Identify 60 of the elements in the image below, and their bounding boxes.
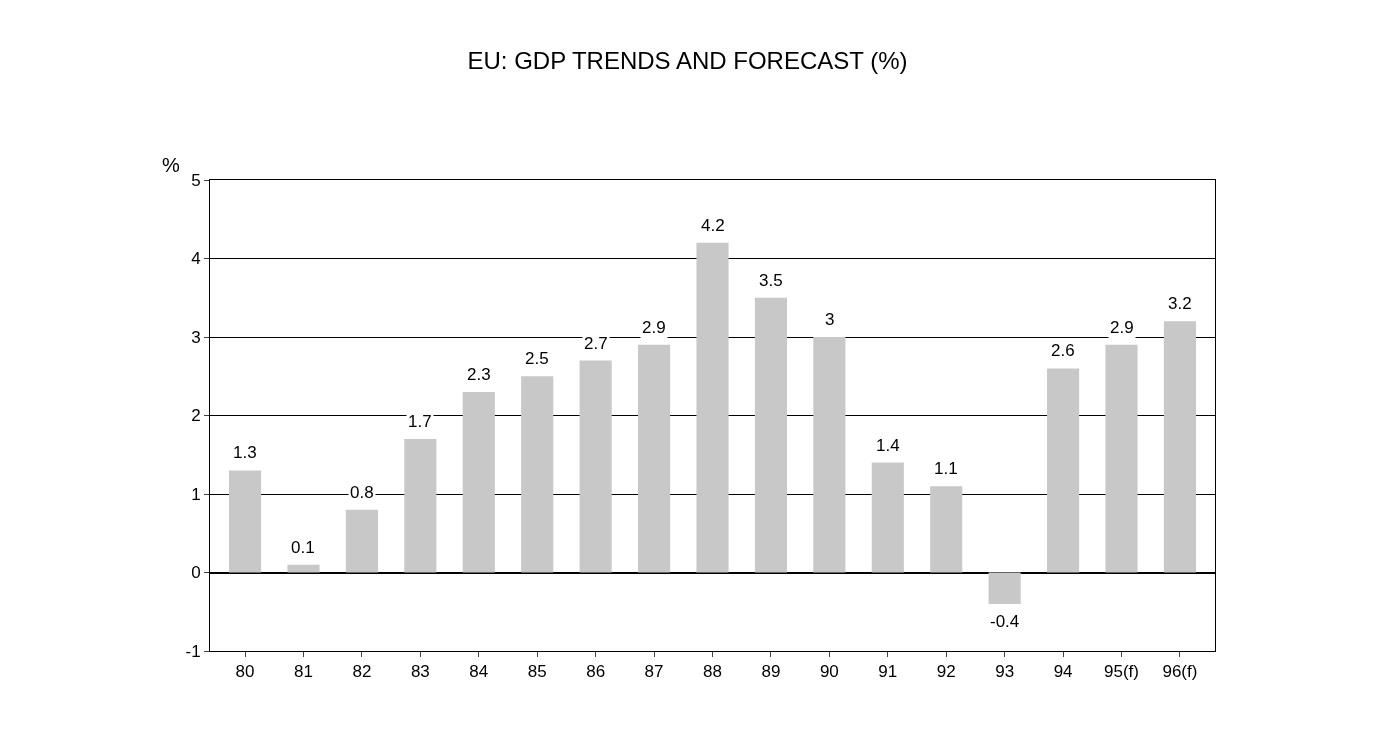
x-tick-label: 83: [410, 662, 430, 682]
data-label: 4.2: [701, 216, 725, 235]
data-label: 2.9: [642, 318, 666, 337]
data-label: 2.5: [525, 349, 549, 368]
bar: [638, 344, 671, 573]
x-tick-label: 89: [761, 662, 781, 682]
y-tick-label: -1: [185, 641, 201, 661]
x-tick-label: 82: [352, 662, 372, 682]
x-tick-label: 91: [878, 662, 898, 682]
chart-title: EU: GDP TRENDS AND FORECAST (%): [467, 47, 908, 75]
data-label: 3.5: [759, 271, 783, 290]
data-label: 2.9: [1110, 318, 1134, 337]
y-tick-label: 3: [191, 327, 201, 347]
data-label: 3.2: [1168, 294, 1192, 313]
data-label: 2.3: [467, 365, 491, 384]
y-axis-title: %: [162, 154, 180, 176]
x-tick-label: 96(f): [1162, 662, 1198, 682]
bar: [404, 439, 437, 573]
bar: [754, 297, 787, 573]
x-tick-label: 81: [294, 662, 313, 682]
bar: [462, 391, 495, 573]
bar: [988, 572, 1021, 604]
bar: [228, 470, 262, 573]
x-tick-label: 93: [995, 662, 1015, 682]
bar: [287, 564, 320, 573]
x-tick-label: 80: [235, 662, 255, 682]
y-tick-label: 5: [191, 170, 201, 190]
data-label: 1.4: [876, 436, 900, 455]
bar: [579, 360, 612, 573]
bar: [930, 486, 963, 573]
bar: [696, 242, 729, 573]
bar: [345, 509, 378, 573]
data-label: 0.8: [350, 483, 374, 502]
x-tick-label: 94: [1053, 662, 1073, 682]
data-label: 1.3: [233, 443, 257, 462]
x-tick-label: 84: [469, 662, 489, 682]
data-label: 2.6: [1051, 341, 1075, 360]
bar: [1163, 321, 1197, 573]
bar: [813, 337, 846, 573]
y-tick-label: 0: [191, 563, 201, 583]
bar: [871, 462, 904, 573]
data-label: 3: [825, 310, 835, 329]
y-tick-label: 4: [191, 249, 201, 269]
x-tick-label: 86: [586, 662, 606, 682]
data-label: 0.1: [291, 538, 315, 557]
x-tick-label: 92: [936, 662, 956, 682]
x-tick-label: 85: [527, 662, 547, 682]
x-tick-label: 95(f): [1104, 662, 1139, 682]
y-tick-label: 2: [191, 406, 201, 426]
bar: [1105, 344, 1138, 573]
x-tick-label: 87: [644, 662, 664, 682]
data-label: 2.7: [584, 334, 608, 353]
x-tick-label: 90: [819, 662, 839, 682]
data-label: 1.7: [408, 412, 432, 431]
data-label: -0.4: [990, 612, 1020, 631]
y-tick-label: 1: [191, 484, 201, 504]
x-tick-label: 88: [703, 662, 722, 682]
data-label: 1.1: [934, 459, 958, 478]
bar: [521, 376, 554, 573]
bar: [1047, 368, 1080, 573]
